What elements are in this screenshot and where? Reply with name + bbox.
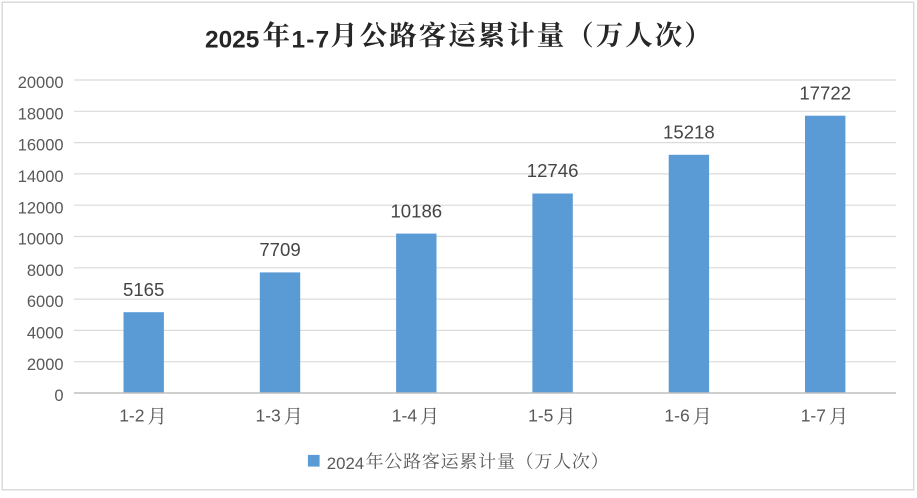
svg-text:16000: 16000: [18, 137, 64, 155]
svg-text:7709: 7709: [259, 239, 300, 260]
svg-text:12000: 12000: [18, 199, 64, 217]
svg-text:10186: 10186: [390, 200, 442, 221]
svg-text:14000: 14000: [18, 168, 64, 186]
svg-text:2000: 2000: [27, 356, 64, 374]
svg-text:12746: 12746: [527, 160, 579, 181]
svg-text:6000: 6000: [27, 293, 64, 311]
svg-text:15218: 15218: [663, 122, 715, 143]
svg-text:2024: 2024: [327, 454, 364, 473]
svg-text:1-7: 1-7: [292, 26, 331, 53]
svg-text:10000: 10000: [18, 231, 64, 249]
svg-text:1-4: 1-4: [392, 405, 418, 425]
svg-text:18000: 18000: [18, 105, 64, 123]
svg-text:0: 0: [54, 387, 63, 405]
svg-text:1-5: 1-5: [528, 405, 553, 425]
svg-text:17722: 17722: [799, 82, 851, 103]
svg-text:8000: 8000: [27, 262, 64, 280]
svg-text:5165: 5165: [123, 279, 164, 300]
svg-text:1-2: 1-2: [119, 405, 144, 425]
svg-text:20000: 20000: [18, 74, 64, 92]
svg-text:2025: 2025: [205, 26, 259, 53]
svg-text:1-6: 1-6: [664, 405, 689, 425]
svg-text:1-3: 1-3: [256, 405, 281, 425]
svg-text:1-7: 1-7: [801, 405, 826, 425]
svg-text:4000: 4000: [27, 325, 64, 343]
